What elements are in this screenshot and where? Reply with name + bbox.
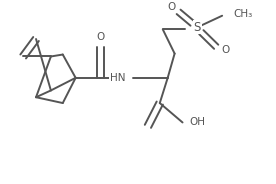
Text: S: S xyxy=(194,21,201,34)
Text: OH: OH xyxy=(190,117,205,128)
Text: O: O xyxy=(167,2,176,12)
Text: HN: HN xyxy=(110,73,125,83)
Text: O: O xyxy=(221,45,229,55)
Text: O: O xyxy=(96,32,105,42)
Text: CH₃: CH₃ xyxy=(233,9,252,19)
